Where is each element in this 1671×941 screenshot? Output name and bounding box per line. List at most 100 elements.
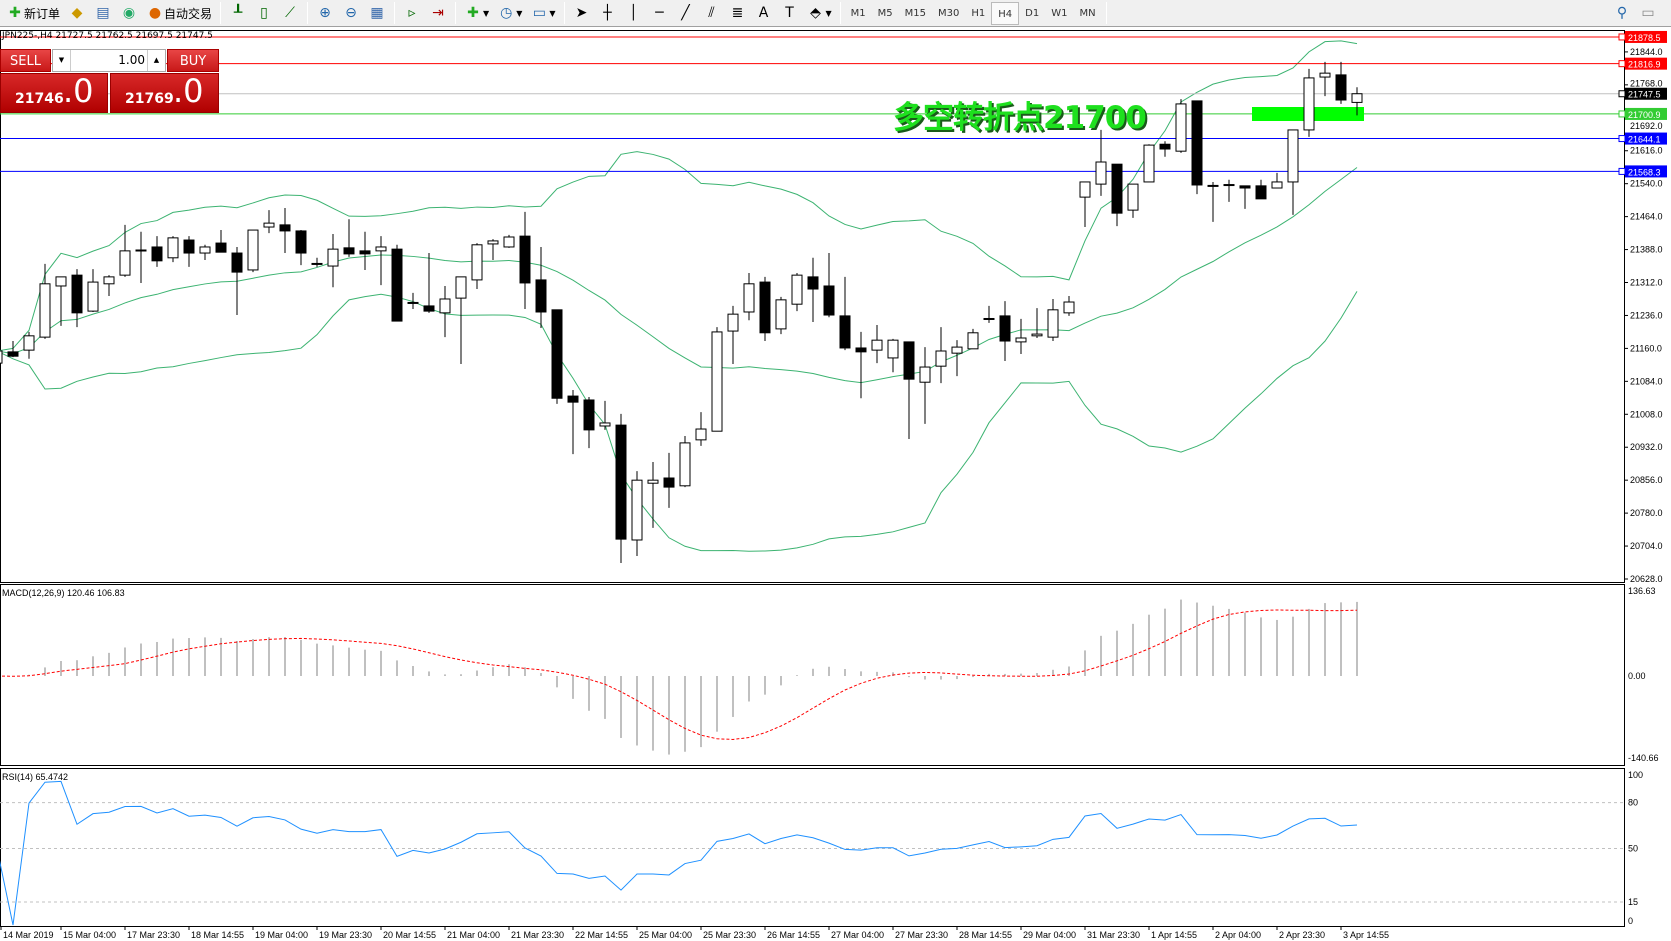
period-m30[interactable]: M30 — [938, 7, 960, 19]
candle — [263, 210, 275, 234]
time-axis-label: 19 Mar 04:00 — [255, 930, 308, 940]
candle — [759, 276, 771, 342]
history-button[interactable]: ▤ — [90, 2, 116, 25]
period-h1[interactable]: H1 — [971, 7, 986, 19]
buy-price-box[interactable]: 21769.0 — [110, 72, 219, 113]
lot-input[interactable]: 1.00 — [118, 53, 145, 67]
indicators-button[interactable]: ✚ ▼ — [460, 2, 493, 25]
candle-body — [519, 235, 531, 284]
candle — [1239, 185, 1251, 209]
candle-body — [1159, 143, 1171, 150]
price-level-badge — [1625, 107, 1667, 120]
candle-body — [743, 283, 755, 313]
annotation-text[interactable]: 多空转折点21700 — [893, 100, 1147, 136]
candle — [199, 244, 211, 260]
text-label-button[interactable]: T — [777, 2, 803, 25]
period-w1[interactable]: W1 — [1051, 7, 1068, 19]
market-watch-button[interactable]: ◆ — [64, 2, 90, 25]
candle-body — [1191, 100, 1203, 186]
price-level-badge — [1625, 57, 1667, 70]
period-h4[interactable]: H4 — [991, 1, 1020, 25]
candle — [791, 272, 803, 312]
channel-button[interactable]: ≣ — [725, 2, 751, 25]
price-level-label: 21878.5 — [1628, 33, 1661, 43]
arrows-button[interactable]: ⬘ ▼ — [803, 2, 836, 25]
candle — [1111, 163, 1123, 227]
candle — [1079, 181, 1091, 228]
candle-body — [535, 279, 547, 313]
candle — [711, 327, 723, 432]
candle-body — [375, 246, 387, 252]
candle — [1159, 141, 1171, 157]
line-chart-button[interactable]: ⟋ — [277, 2, 303, 25]
candle — [7, 341, 19, 358]
text-button[interactable]: A — [751, 2, 777, 25]
auto-trading-button[interactable]: ● 自动交易 — [142, 2, 216, 25]
signal-button[interactable]: ◉ — [116, 2, 142, 25]
period-d1[interactable]: D1 — [1025, 7, 1040, 19]
sell-button[interactable]: SELL — [0, 49, 51, 72]
vertical-line-button[interactable]: │ — [621, 2, 647, 25]
price-axis-label: 21464.0 — [1630, 212, 1663, 222]
trendline-button[interactable]: ╱ — [673, 2, 699, 25]
tile-windows-button[interactable]: ▦ — [364, 2, 390, 25]
channel-icon: ≣ — [731, 5, 744, 21]
cursor-button[interactable]: ➤ — [569, 2, 595, 25]
price-axis-label: 20780.0 — [1630, 508, 1663, 518]
chevron-down-icon: ▼ — [516, 8, 523, 18]
candle — [487, 239, 499, 260]
candle — [1287, 129, 1299, 215]
period-m15[interactable]: M15 — [904, 7, 927, 19]
arrows-icon: ⬘ — [810, 5, 821, 21]
candle-body — [1047, 309, 1059, 338]
period-mn[interactable]: MN — [1079, 7, 1096, 19]
bollinger-upper — [0, 40, 1358, 352]
zoom-out-button[interactable]: ⊖ — [338, 2, 364, 25]
zoom-in-button[interactable]: ⊕ — [312, 2, 338, 25]
candle — [119, 224, 131, 277]
period-m1[interactable]: M1 — [850, 7, 866, 19]
time-axis-label: 22 Mar 14:55 — [575, 930, 628, 940]
candle-body — [759, 281, 771, 334]
candle — [823, 253, 835, 318]
chart-shift-button[interactable]: ▹ — [399, 2, 425, 25]
candle-body — [935, 350, 947, 367]
candle-body — [903, 341, 915, 380]
periods-button[interactable]: ◷ ▼ — [493, 2, 526, 25]
new-order-button[interactable]: ✚ 新订单 — [2, 2, 64, 25]
candle-body — [615, 424, 627, 540]
main-pane — [0, 30, 1625, 583]
lot-decrease-button[interactable]: ▼ — [53, 50, 71, 71]
periods-icon: ◷ — [500, 5, 513, 21]
lot-increase-button[interactable]: ▲ — [147, 50, 165, 71]
candle-body — [87, 281, 99, 312]
search-button[interactable]: ⚲ — [1609, 2, 1635, 25]
candle — [135, 231, 147, 283]
bar-chart-button[interactable]: ┸ — [225, 2, 251, 25]
candle-body — [1335, 74, 1347, 101]
separator — [563, 2, 565, 24]
macd-axis-label: 136.63 — [1628, 586, 1656, 596]
candle — [71, 269, 83, 328]
candle — [375, 236, 387, 286]
chat-button[interactable]: ▭ — [1635, 2, 1661, 25]
candle — [1031, 308, 1043, 338]
sell-price-box[interactable]: 21746.0 — [0, 72, 108, 113]
period-m5[interactable]: M5 — [877, 7, 893, 19]
fibonacci-button[interactable]: ⫽ — [699, 2, 725, 25]
candle-body — [391, 248, 403, 322]
chevron-down-icon: ▼ — [483, 8, 490, 18]
crosshair-button[interactable]: ┼ — [595, 2, 621, 25]
candlestick-button[interactable]: ▯ — [251, 2, 277, 25]
candle — [247, 229, 259, 273]
autoscroll-button[interactable]: ⇥ — [425, 2, 451, 25]
templates-button[interactable]: ▭ ▼ — [526, 2, 559, 25]
price-axis-label: 21388.0 — [1630, 245, 1663, 255]
horizontal-line-button[interactable]: ─ — [647, 2, 673, 25]
time-axis-label: 26 Mar 14:55 — [767, 930, 820, 940]
time-axis-label: 20 Mar 14:55 — [383, 930, 436, 940]
buy-price-fraction: .0 — [173, 72, 204, 110]
buy-button[interactable]: BUY — [167, 49, 219, 72]
candle — [999, 301, 1011, 361]
